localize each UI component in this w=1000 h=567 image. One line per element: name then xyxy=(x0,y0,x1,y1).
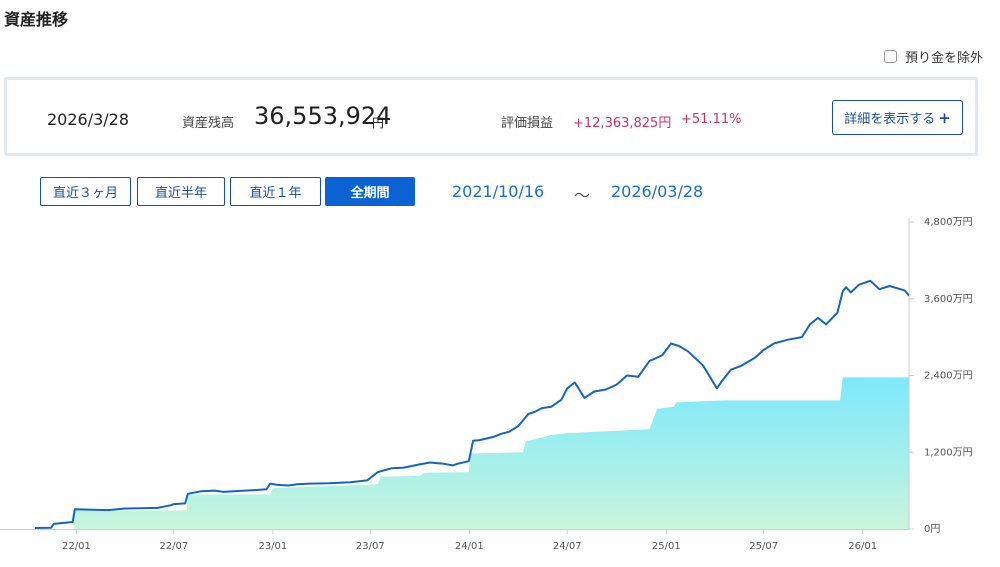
exclude-deposit-checkbox[interactable] xyxy=(883,50,897,63)
y-tick-label: 3,600万円 xyxy=(924,294,973,305)
x-tick-label: 24/01 xyxy=(455,541,484,552)
evaluation-line xyxy=(34,279,910,529)
asset-chart: 0円 1,200万円 2,400万円 3,600万円 4,800万円 22/01 22/07… xyxy=(0,217,973,552)
principal-area xyxy=(35,377,909,529)
exclude-deposit-label: 預り金を除外 xyxy=(904,51,983,66)
profit-loss-amount: +12,363,825円 xyxy=(573,116,672,131)
x-tick-label: 25/07 xyxy=(749,541,778,552)
plus-icon: + xyxy=(938,108,951,127)
x-tick-label: 22/07 xyxy=(159,541,188,552)
y-tick-label: 0円 xyxy=(924,524,940,535)
x-tick-label: 23/01 xyxy=(258,541,287,552)
profit-loss-percent: +51.11% xyxy=(681,112,742,127)
exclude-deposit-toggle[interactable]: 預り金を除外 xyxy=(883,47,983,66)
profit-loss-label: 評価損益 xyxy=(501,116,554,131)
x-tick-label: 26/01 xyxy=(848,541,877,552)
y-tick-label: 1,200万円 xyxy=(924,447,973,458)
summary-panel: 2026/3/28 資産残高 36,553,924 円 評価損益 +12,363… xyxy=(4,77,978,156)
range-start-date: 2021/10/16 xyxy=(452,182,545,201)
range-separator: ～ xyxy=(574,186,591,205)
period-3m-button[interactable]: 直近３ヶ月 xyxy=(40,177,131,206)
summary-date: 2026/3/28 xyxy=(47,110,130,129)
page-title: 資産推移 xyxy=(4,10,69,29)
period-1y-button[interactable]: 直近１年 xyxy=(230,177,321,206)
period-all-button[interactable]: 全期間 xyxy=(325,177,415,206)
show-details-label: 詳細を表示する xyxy=(844,112,936,127)
y-tick-label: 4,800万円 xyxy=(924,217,973,228)
x-tick-label: 22/01 xyxy=(62,541,91,552)
show-details-button[interactable]: 詳細を表示する + xyxy=(832,100,963,135)
y-tick-label: 2,400万円 xyxy=(924,371,973,382)
balance-unit: 円 xyxy=(372,116,385,130)
range-end-date: 2026/03/28 xyxy=(611,182,704,201)
balance-label: 資産残高 xyxy=(182,116,235,131)
period-6m-button[interactable]: 直近半年 xyxy=(137,177,225,206)
x-tick-label: 25/01 xyxy=(652,541,681,552)
x-tick-label: 24/07 xyxy=(553,541,582,552)
x-tick-label: 23/07 xyxy=(356,541,385,552)
balance-value: 36,553,924 xyxy=(254,102,392,130)
